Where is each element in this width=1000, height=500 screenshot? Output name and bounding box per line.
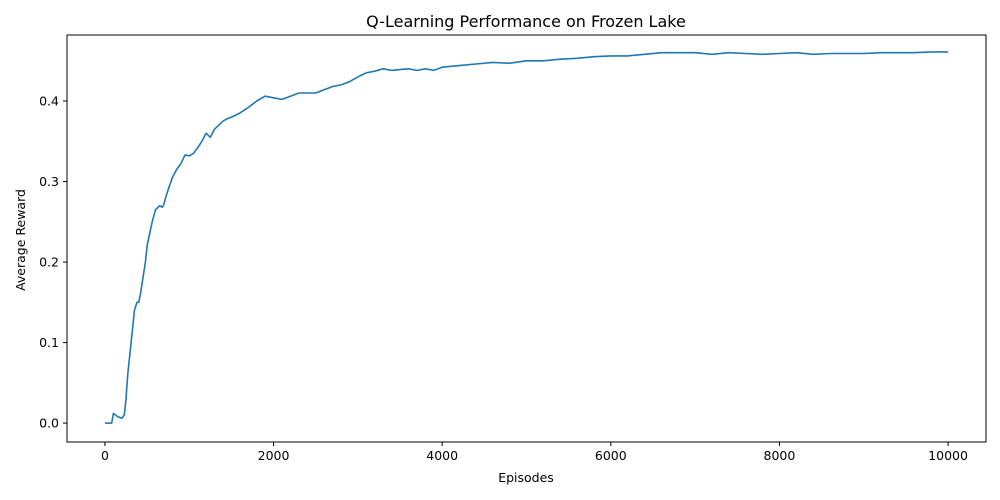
series-line [104,51,949,424]
y-tick-label: 0.3 [39,174,59,189]
x-tick-label: 10000 [928,448,968,463]
axes-frame [66,34,987,443]
x-tick-label: 2000 [258,448,290,463]
y-tick-label: 0.1 [39,335,59,350]
chart-title: Q-Learning Performance on Frozen Lake [366,12,686,31]
x-tick-label: 6000 [595,448,627,463]
y-tick-label: 0.4 [39,94,59,109]
y-axis-label: Average Reward [13,189,28,291]
x-axis-label: Episodes [498,470,554,485]
y-axis: 0.0 0.1 0.2 0.3 0.4 [39,94,67,431]
x-tick-label: 0 [101,448,109,463]
x-tick-label: 8000 [764,448,796,463]
x-tick-label: 4000 [426,448,458,463]
y-tick-label: 0.0 [39,416,59,431]
y-tick-label: 0.2 [39,255,59,270]
plot-area [104,51,949,424]
x-axis: 0 2000 4000 6000 8000 10000 [101,442,968,463]
